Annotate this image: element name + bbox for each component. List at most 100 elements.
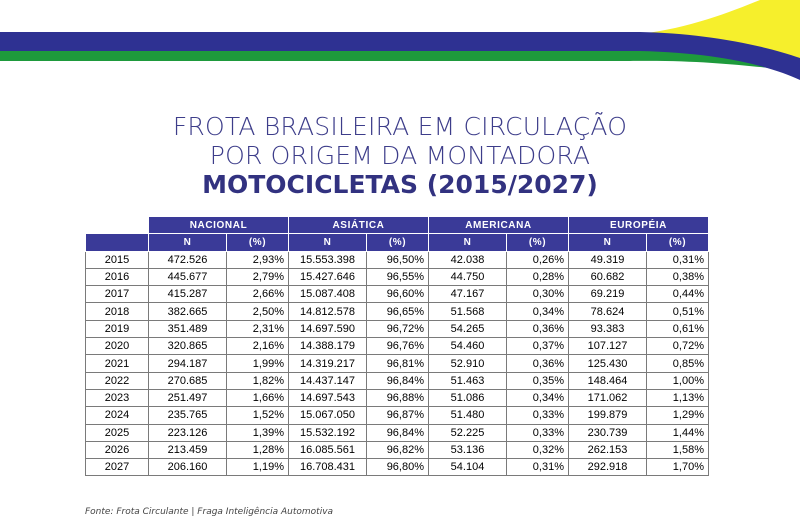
count-cell: 415.287 <box>148 285 227 304</box>
table-row: 2015 472.526 2,93% 15.553.398 96,50% 42.038 0,… <box>85 250 709 269</box>
percent-cell: 96,65% <box>366 302 429 321</box>
count-cell: 148.464 <box>568 371 647 390</box>
count-cell: 15.427.646 <box>288 267 367 287</box>
count-cell: 49.319 <box>568 250 647 269</box>
count-cell: 42.038 <box>428 250 507 269</box>
percent-cell: 2,93% <box>226 250 289 269</box>
count-cell: 171.062 <box>568 388 647 408</box>
percent-cell: 0,44% <box>646 285 709 304</box>
table-row: 2027 206.160 1,19% 16.708.431 96,80% 54.104 0,… <box>85 458 709 477</box>
year-cell: 2027 <box>85 458 149 477</box>
count-cell: 107.127 <box>568 337 647 356</box>
count-cell: 16.708.431 <box>288 458 367 477</box>
group-header-americana: AMERICANA <box>428 215 569 235</box>
percent-cell: 96,87% <box>366 406 429 425</box>
count-cell: 51.463 <box>428 371 507 390</box>
percent-cell: 0,36% <box>506 354 569 373</box>
sub-header-pct: (%) <box>226 233 289 252</box>
table-row: 2017 415.287 2,66% 15.087.408 96,60% 47.167 0,… <box>85 285 709 304</box>
blue-stripe <box>0 32 800 80</box>
count-cell: 125.430 <box>568 354 647 373</box>
percent-cell: 0,35% <box>506 371 569 390</box>
percent-cell: 96,50% <box>366 250 429 269</box>
green-stripe <box>0 50 770 68</box>
count-cell: 54.265 <box>428 319 507 339</box>
count-cell: 292.918 <box>568 458 647 477</box>
percent-cell: 2,66% <box>226 285 289 304</box>
count-cell: 15.087.408 <box>288 285 367 304</box>
percent-cell: 0,34% <box>506 302 569 321</box>
year-cell: 2022 <box>85 371 149 390</box>
header-stripes <box>0 0 800 80</box>
percent-cell: 1,99% <box>226 354 289 373</box>
percent-cell: 1,29% <box>646 406 709 425</box>
count-cell: 14.697.590 <box>288 319 367 339</box>
year-cell: 2021 <box>85 354 149 373</box>
count-cell: 15.067.050 <box>288 406 367 425</box>
count-cell: 54.104 <box>428 458 507 477</box>
percent-cell: 1,52% <box>226 406 289 425</box>
percent-cell: 0,61% <box>646 319 709 339</box>
percent-cell: 2,50% <box>226 302 289 321</box>
table-row: 2023 251.497 1,66% 14.697.543 96,88% 51.086 0,… <box>85 388 709 408</box>
sub-header-n: N <box>568 233 647 252</box>
count-cell: 14.319.217 <box>288 354 367 373</box>
sub-header-n: N <box>148 233 227 252</box>
count-cell: 52.910 <box>428 354 507 373</box>
percent-cell: 96,72% <box>366 319 429 339</box>
table-row: 2025 223.126 1,39% 15.532.192 96,84% 52.225 0,… <box>85 423 709 442</box>
year-cell: 2018 <box>85 302 149 321</box>
percent-cell: 2,16% <box>226 337 289 356</box>
percent-cell: 0,32% <box>506 440 569 460</box>
table-row: 2016 445.677 2,79% 15.427.646 96,55% 44.750 0,… <box>85 267 709 287</box>
count-cell: 54.460 <box>428 337 507 356</box>
percent-cell: 0,51% <box>646 302 709 321</box>
count-cell: 15.532.192 <box>288 423 367 442</box>
count-cell: 262.153 <box>568 440 647 460</box>
count-cell: 206.160 <box>148 458 227 477</box>
count-cell: 472.526 <box>148 250 227 269</box>
year-cell: 2023 <box>85 388 149 408</box>
count-cell: 320.865 <box>148 337 227 356</box>
percent-cell: 2,31% <box>226 319 289 339</box>
percent-cell: 0,34% <box>506 388 569 408</box>
percent-cell: 1,39% <box>226 423 289 442</box>
table-body: 2015 472.526 2,93% 15.553.398 96,50% 42.038 0,… <box>85 250 709 477</box>
percent-cell: 0,31% <box>646 250 709 269</box>
count-cell: 230.739 <box>568 423 647 442</box>
percent-cell: 1,58% <box>646 440 709 460</box>
year-cell: 2024 <box>85 406 149 425</box>
count-cell: 294.187 <box>148 354 227 373</box>
percent-cell: 0,37% <box>506 337 569 356</box>
table-row: 2020 320.865 2,16% 14.388.179 96,76% 54.460 0,… <box>85 337 709 356</box>
sub-header-pct: (%) <box>506 233 569 252</box>
year-cell: 2015 <box>85 250 149 269</box>
year-cell: 2019 <box>85 319 149 339</box>
percent-cell: 0,38% <box>646 267 709 287</box>
percent-cell: 0,31% <box>506 458 569 477</box>
table-row: 2026 213.459 1,28% 16.085.561 96,82% 53.136 0,… <box>85 440 709 460</box>
count-cell: 445.677 <box>148 267 227 287</box>
sub-header-pct: (%) <box>366 233 429 252</box>
table-row: 2019 351.489 2,31% 14.697.590 96,72% 54.265 0,… <box>85 319 709 339</box>
percent-cell: 1,28% <box>226 440 289 460</box>
percent-cell: 0,33% <box>506 406 569 425</box>
group-header-asiatica: ASIÁTICA <box>288 215 429 235</box>
sub-header-row: N (%) N (%) N (%) N (%) <box>85 233 709 252</box>
group-header-nacional: NACIONAL <box>148 215 289 235</box>
percent-cell: 2,79% <box>226 267 289 287</box>
sub-header-n: N <box>288 233 367 252</box>
table-row: 2018 382.665 2,50% 14.812.578 96,65% 51.568 0,… <box>85 302 709 321</box>
count-cell: 78.624 <box>568 302 647 321</box>
count-cell: 52.225 <box>428 423 507 442</box>
percent-cell: 96,81% <box>366 354 429 373</box>
percent-cell: 96,55% <box>366 267 429 287</box>
source-note: Fonte: Frota Circulante | Fraga Inteligê… <box>85 507 334 517</box>
count-cell: 47.167 <box>428 285 507 304</box>
percent-cell: 0,26% <box>506 250 569 269</box>
percent-cell: 0,33% <box>506 423 569 442</box>
count-cell: 93.383 <box>568 319 647 339</box>
count-cell: 15.553.398 <box>288 250 367 269</box>
fleet-table: NACIONAL ASIÁTICA AMERICANA EUROPÉIA N (… <box>85 215 709 477</box>
percent-cell: 0,30% <box>506 285 569 304</box>
